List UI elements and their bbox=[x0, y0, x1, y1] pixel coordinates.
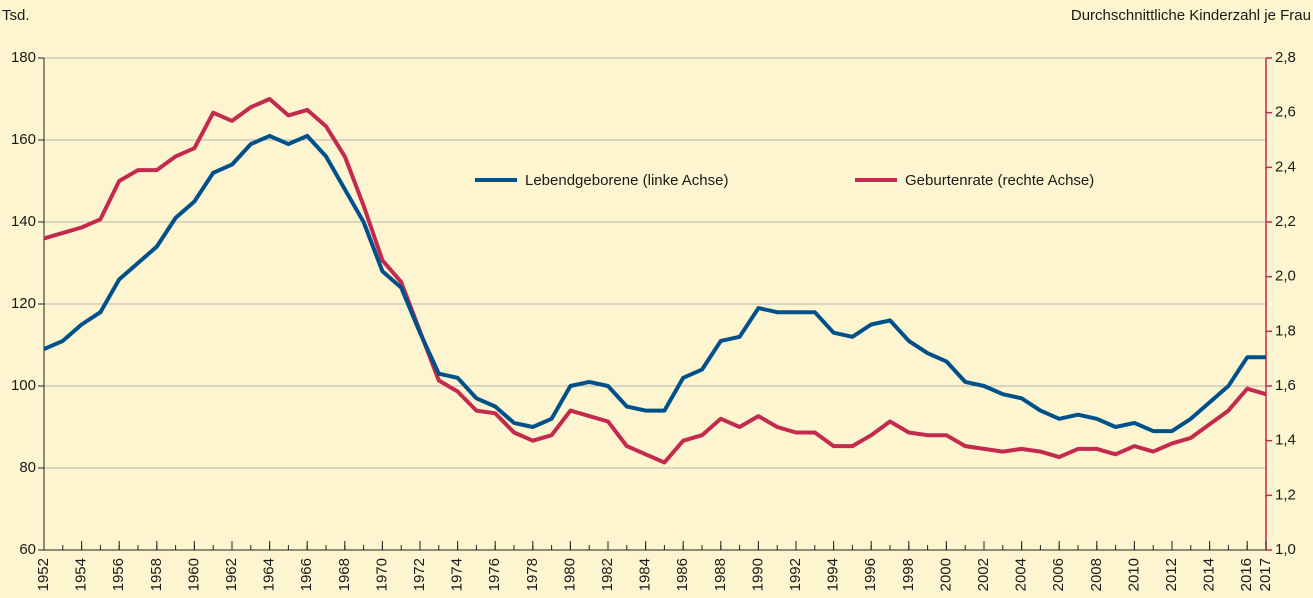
x-tick-label: 1962 bbox=[223, 558, 240, 591]
y2-tick-label: 1,4 bbox=[1275, 432, 1296, 449]
y-tick-label: 140 bbox=[11, 213, 36, 230]
x-tick-label: 1964 bbox=[261, 558, 278, 591]
y2-tick-label: 2,8 bbox=[1275, 49, 1296, 66]
x-tick-label: 1972 bbox=[411, 558, 428, 591]
x-tick-label: 1988 bbox=[712, 558, 729, 591]
y2-tick-label: 2,6 bbox=[1275, 104, 1296, 121]
y2-tick-label: 1,2 bbox=[1275, 486, 1296, 503]
y-tick-label: 180 bbox=[11, 49, 36, 66]
x-tick-label: 2017 bbox=[1257, 558, 1274, 591]
y2-tick-label: 1,0 bbox=[1275, 541, 1296, 558]
x-tick-label: 2004 bbox=[1013, 558, 1030, 591]
y2-tick-label: 1,8 bbox=[1275, 322, 1296, 339]
x-tick-label: 1976 bbox=[486, 558, 503, 591]
x-tick-label: 1968 bbox=[336, 558, 353, 591]
y-axis-title: Tsd. bbox=[2, 7, 30, 24]
x-tick-label: 1966 bbox=[298, 558, 315, 591]
legend-label: Lebendgeborene (linke Achse) bbox=[525, 172, 728, 189]
y2-tick-label: 1,6 bbox=[1275, 377, 1296, 394]
x-tick-label: 2006 bbox=[1050, 558, 1067, 591]
x-tick-label: 1996 bbox=[862, 558, 879, 591]
x-tick-label: 1984 bbox=[637, 558, 654, 591]
y-tick-label: 80 bbox=[19, 459, 36, 476]
x-tick-label: 1990 bbox=[749, 558, 766, 591]
y2-tick-label: 2,2 bbox=[1275, 213, 1296, 230]
y2-tick-label: 2,4 bbox=[1275, 158, 1296, 175]
x-tick-label: 1970 bbox=[373, 558, 390, 591]
y-tick-label: 100 bbox=[11, 377, 36, 394]
x-tick-label: 1958 bbox=[148, 558, 165, 591]
x-tick-label: 1960 bbox=[185, 558, 202, 591]
y-tick-label: 60 bbox=[19, 541, 36, 558]
y2-tick-label: 2,0 bbox=[1275, 268, 1296, 285]
x-tick-label: 1986 bbox=[674, 558, 691, 591]
x-tick-label: 1974 bbox=[449, 558, 466, 591]
x-tick-label: 2008 bbox=[1088, 558, 1105, 591]
x-tick-label: 1954 bbox=[73, 558, 90, 591]
x-tick-label: 2012 bbox=[1163, 558, 1180, 591]
x-tick-label: 2016 bbox=[1238, 558, 1255, 591]
x-tick-label: 1992 bbox=[787, 558, 804, 591]
x-tick-label: 2010 bbox=[1125, 558, 1142, 591]
y-tick-label: 160 bbox=[11, 131, 36, 148]
x-tick-label: 1952 bbox=[35, 558, 52, 591]
x-tick-label: 1978 bbox=[524, 558, 541, 591]
y-tick-label: 120 bbox=[11, 295, 36, 312]
legend-label: Geburtenrate (rechte Achse) bbox=[905, 172, 1094, 189]
x-tick-label: 2002 bbox=[975, 558, 992, 591]
x-tick-label: 1956 bbox=[110, 558, 127, 591]
x-tick-label: 1980 bbox=[561, 558, 578, 591]
series-line bbox=[43, 133, 1266, 434]
x-tick-label: 1994 bbox=[825, 558, 842, 591]
x-tick-label: 1998 bbox=[900, 558, 917, 591]
x-tick-label: 2000 bbox=[937, 558, 954, 591]
y2-axis-title: Durchschnittliche Kinderzahl je Frau bbox=[1071, 7, 1311, 24]
series-line bbox=[43, 97, 1267, 465]
x-tick-label: 1982 bbox=[599, 558, 616, 591]
x-tick-label: 2014 bbox=[1201, 558, 1218, 591]
